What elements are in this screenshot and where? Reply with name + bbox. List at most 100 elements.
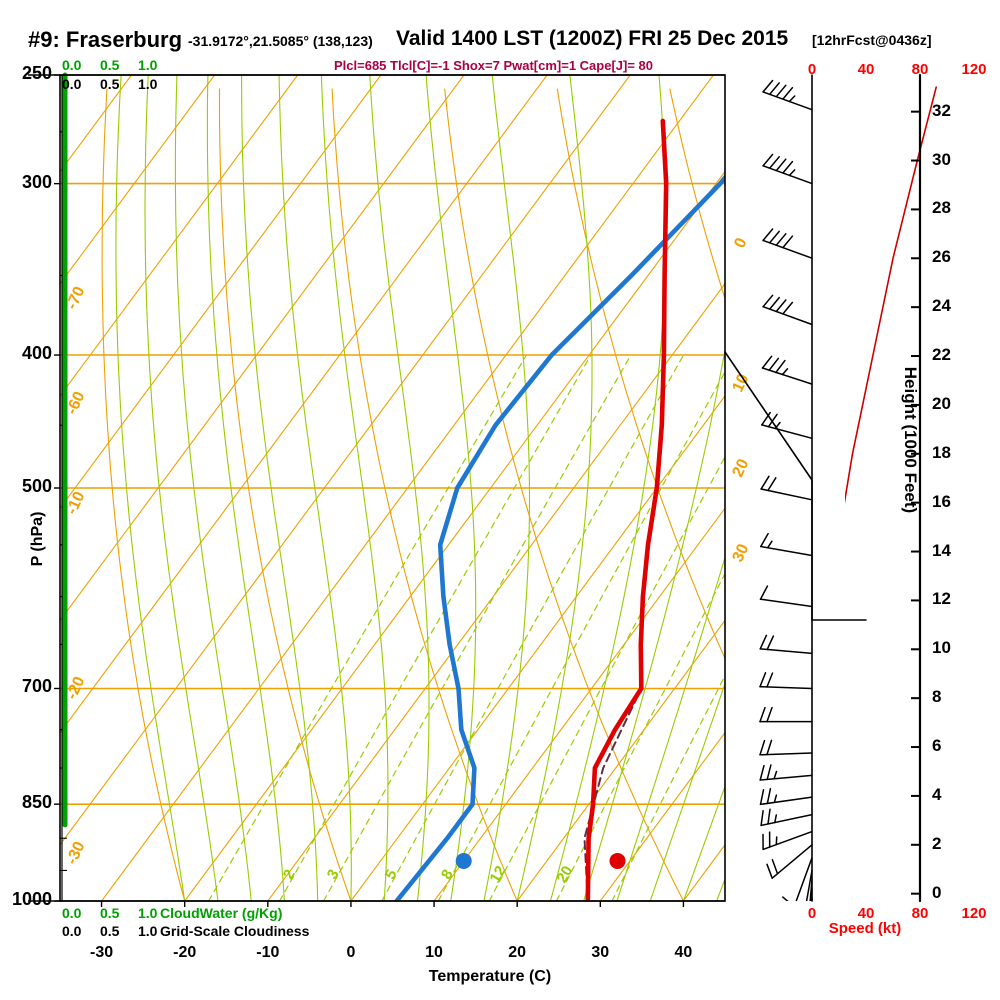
cloudwater-legend-label: CloudWater (g/Kg): [160, 905, 283, 921]
isotherm-label: 10: [729, 371, 752, 394]
wind-barb: [805, 869, 813, 901]
wind-panel-lower-edge: [811, 479, 867, 621]
height-tick-label: 4: [932, 784, 942, 804]
speed-tick-label: 40: [857, 61, 875, 78]
wind-barb: [766, 844, 813, 879]
moist-adiabat-lines: [115, 75, 725, 901]
isotherm-label: 30: [729, 541, 752, 564]
cloudwater-trace: [61, 72, 68, 902]
temperature-tick-label: -10: [256, 944, 280, 961]
isobar-lines: [54, 74, 726, 907]
wind-panel-upper-edge: [724, 351, 813, 481]
height-tick-label: 2: [932, 833, 942, 853]
isotherm-label: -30: [63, 839, 88, 867]
temperature-tick-label: 20: [508, 944, 527, 961]
pressure-axis-label: P (hPa): [29, 511, 46, 567]
isotherm-label: 0: [731, 235, 750, 250]
cloudiness-tick-label-top: 0.5: [100, 76, 120, 92]
temperature-curve: [585, 118, 669, 901]
height-tick-label: 16: [932, 491, 951, 511]
speed-axis-label: Speed (kt): [828, 920, 902, 937]
forecast-stamp: [12hrFcst@0436z]: [812, 32, 932, 48]
wind-barb: [759, 788, 813, 806]
wind-barb: [760, 475, 813, 501]
cloudiness-legend-label: Grid-Scale Cloudiness: [160, 923, 310, 939]
temperature-tick-label: 30: [591, 944, 610, 961]
cloudiness-tick-label-bottom: 1.0: [138, 923, 158, 939]
sounding-parameters: Plcl=685 Tlcl[C]=-1 Shox=7 Pwat[cm]=1 Ca…: [334, 58, 654, 73]
temperature-tick-label: 40: [674, 944, 693, 961]
mixing-ratio-label: 20: [553, 863, 576, 886]
surface-markers: [455, 852, 626, 869]
wind-panel-frame: [724, 74, 867, 902]
height-tick-label: 12: [932, 589, 951, 609]
cloudwater-tick-label-bottom: 1.0: [138, 905, 158, 921]
mixing-ratio-label: 8: [438, 867, 457, 883]
speed-tick-label: 40: [857, 905, 875, 922]
wind-speed-profile-line: [845, 86, 937, 504]
speed-tick-label: 120: [961, 905, 987, 922]
wind-barb: [759, 672, 813, 690]
cloudwater-tick-label-bottom: 0.5: [100, 905, 120, 921]
isotherm-label: 20: [729, 456, 752, 479]
cloudiness-tick-label-bottom: 0.0: [62, 923, 82, 939]
wind-barb: [759, 739, 813, 756]
station-coordinates: -31.9172°,21.5085° (138,123): [188, 33, 373, 49]
dewpoint-curve: [394, 173, 725, 901]
height-tick-label: 24: [932, 296, 951, 316]
pressure-tick-label: 1000: [11, 889, 52, 909]
height-tick-label: 28: [932, 198, 951, 218]
speed-tick-label: 80: [911, 61, 929, 78]
mixing-ratio-label: 12: [487, 863, 510, 886]
wind-barb: [761, 355, 813, 385]
cloudiness-tick-label-top: 1.0: [138, 76, 158, 92]
pressure-tick-label: 500: [21, 476, 52, 496]
wind-barb: [759, 634, 813, 655]
wind-barb: [782, 857, 813, 901]
height-axis: [911, 73, 922, 903]
temperature-tick-label: 0: [346, 944, 356, 961]
speed-tick-label: 0: [807, 61, 817, 78]
dewpoint-profile-curve: [394, 173, 725, 901]
wind-barb-column: [759, 79, 813, 901]
valid-time: Valid 1400 LST (1200Z) FRI 25 Dec 2015: [396, 27, 789, 50]
wind-barb: [762, 79, 813, 111]
cloudiness-tick-label-bottom: 0.5: [100, 923, 120, 939]
surface-dewpoint-marker: [455, 852, 472, 869]
height-tick-label: 18: [932, 442, 951, 462]
height-tick-label: 14: [932, 540, 951, 560]
temperature-tick-label: -30: [90, 944, 114, 961]
height-tick-label: 20: [932, 393, 951, 413]
height-tick-label: 22: [932, 345, 951, 365]
speed-tick-label: 120: [961, 61, 987, 78]
height-tick-label: 30: [932, 149, 951, 169]
temperature-tick-label: 10: [425, 944, 443, 961]
wind-barb: [759, 585, 813, 608]
mixing-ratio-label: 5: [382, 867, 401, 883]
height-tick-label: 10: [932, 638, 951, 658]
wind-barb: [759, 706, 813, 723]
temperature-tick-label: -20: [173, 944, 197, 961]
station-title: #9: Fraserburg: [28, 27, 183, 52]
height-tick-label: 6: [932, 736, 942, 756]
temperature-axis-label: Temperature (C): [428, 968, 552, 985]
pressure-tick-label: 850: [21, 792, 52, 813]
wind-barb: [760, 808, 813, 827]
cloudwater-tick-label-bottom: 0.0: [62, 905, 82, 921]
pressure-tick-label: 300: [21, 171, 52, 192]
cloudwater-tick-label-top: 1.0: [138, 57, 158, 73]
wind-barb: [762, 294, 813, 326]
height-axis-label: Height (1000 Feet): [901, 366, 920, 514]
pressure-tick-label: 700: [21, 676, 52, 697]
wind-barb: [762, 228, 813, 259]
wind-barb: [762, 830, 813, 851]
height-tick-label: 0: [932, 882, 942, 902]
cloudiness-tick-label-top: 0.0: [62, 76, 82, 92]
wind-barb: [762, 153, 813, 185]
wind-speed-height-curve: [845, 86, 937, 504]
wind-barb: [759, 764, 813, 781]
height-tick-label: 8: [932, 687, 942, 707]
cloudwater-tick-label-top: 0.5: [100, 57, 120, 73]
